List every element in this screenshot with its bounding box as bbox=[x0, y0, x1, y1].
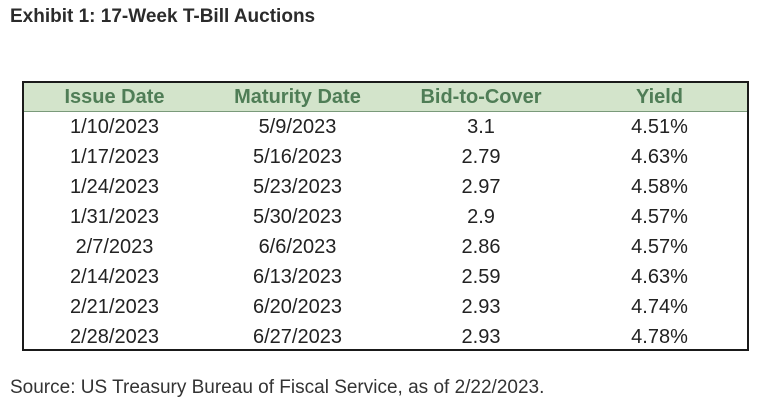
yield-cell: 4.63% bbox=[631, 266, 688, 288]
table-row: 1/31/2023 5/30/2023 2.9 4.57% bbox=[24, 202, 747, 232]
table-row: 1/17/2023 5/16/2023 2.79 4.63% bbox=[24, 142, 747, 172]
table-row: 2/21/2023 6/20/2023 2.93 4.74% bbox=[24, 292, 747, 322]
maturity-date-cell: 6/13/2023 bbox=[253, 266, 342, 288]
issue-date-cell: 2/28/2023 bbox=[70, 326, 159, 348]
source-note: Source: US Treasury Bureau of Fiscal Ser… bbox=[10, 377, 545, 398]
issue-date-cell: 1/10/2023 bbox=[70, 116, 159, 138]
yield-cell: 4.58% bbox=[631, 176, 688, 198]
column-header-maturity-date: Maturity Date bbox=[205, 83, 390, 112]
issue-date-cell: 2/14/2023 bbox=[70, 266, 159, 288]
issue-date-cell: 1/24/2023 bbox=[70, 176, 159, 198]
column-header-bid-to-cover: Bid-to-Cover bbox=[390, 83, 572, 112]
yield-cell: 4.57% bbox=[631, 236, 688, 258]
maturity-date-cell: 6/6/2023 bbox=[258, 236, 337, 258]
bid-to-cover-cell: 2.93 bbox=[461, 326, 501, 348]
maturity-date-cell: 5/16/2023 bbox=[253, 146, 342, 168]
bid-to-cover-cell: 2.93 bbox=[461, 296, 501, 318]
bid-to-cover-cell: 2.9 bbox=[467, 206, 495, 228]
yield-cell: 4.74% bbox=[631, 296, 688, 318]
table-row: 2/7/2023 6/6/2023 2.86 4.57% bbox=[24, 232, 747, 262]
issue-date-cell: 2/21/2023 bbox=[70, 296, 159, 318]
maturity-date-cell: 6/20/2023 bbox=[253, 296, 342, 318]
maturity-date-cell: 5/23/2023 bbox=[253, 176, 342, 198]
table-row: 1/24/2023 5/23/2023 2.97 4.58% bbox=[24, 172, 747, 202]
yield-cell: 4.51% bbox=[631, 116, 688, 138]
auction-table-frame: Issue Date Maturity Date Bid-to-Cover Yi… bbox=[22, 81, 749, 351]
table-row: 2/28/2023 6/27/2023 2.93 4.78% bbox=[24, 322, 747, 352]
maturity-date-cell: 5/30/2023 bbox=[253, 206, 342, 228]
exhibit-title: Exhibit 1: 17-Week T-Bill Auctions bbox=[10, 6, 316, 27]
table-row: 2/14/2023 6/13/2023 2.59 4.63% bbox=[24, 262, 747, 292]
yield-cell: 4.78% bbox=[631, 326, 688, 348]
table-row: 1/10/2023 5/9/2023 3.1 4.51% bbox=[24, 112, 747, 143]
yield-cell: 4.63% bbox=[631, 146, 688, 168]
column-header-yield: Yield bbox=[572, 83, 747, 112]
issue-date-cell: 1/31/2023 bbox=[70, 206, 159, 228]
bid-to-cover-cell: 2.59 bbox=[461, 266, 501, 288]
bid-to-cover-cell: 2.79 bbox=[461, 146, 501, 168]
issue-date-cell: 2/7/2023 bbox=[75, 236, 154, 258]
table-header-row: Issue Date Maturity Date Bid-to-Cover Yi… bbox=[24, 83, 747, 112]
table-body: 1/10/2023 5/9/2023 3.1 4.51% 1/17/2023 5… bbox=[24, 112, 747, 353]
auction-table: Issue Date Maturity Date Bid-to-Cover Yi… bbox=[24, 83, 747, 352]
maturity-date-cell: 5/9/2023 bbox=[258, 116, 337, 138]
bid-to-cover-cell: 2.97 bbox=[461, 176, 501, 198]
column-header-issue-date: Issue Date bbox=[24, 83, 205, 112]
bid-to-cover-cell: 3.1 bbox=[467, 116, 495, 138]
bid-to-cover-cell: 2.86 bbox=[461, 236, 501, 258]
maturity-date-cell: 6/27/2023 bbox=[253, 326, 342, 348]
issue-date-cell: 1/17/2023 bbox=[70, 146, 159, 168]
yield-cell: 4.57% bbox=[631, 206, 688, 228]
